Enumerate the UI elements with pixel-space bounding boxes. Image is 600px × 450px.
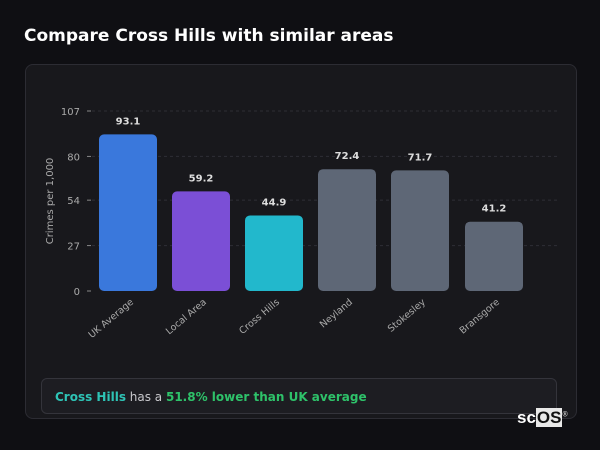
x-tick-label: Stokesley xyxy=(386,297,428,335)
bar-value-label: 59.2 xyxy=(189,173,214,184)
summary-text: has a xyxy=(125,390,166,404)
y-tick-label: 27 xyxy=(67,242,80,253)
x-tick-label: Bransgore xyxy=(458,297,502,337)
comparison-summary: Cross Hills has a 51.8% lower than UK av… xyxy=(41,378,557,414)
page-title: Compare Cross Hills with similar areas xyxy=(24,26,394,46)
bar-value-label: 71.7 xyxy=(408,152,433,163)
bar-neyland xyxy=(318,169,376,291)
x-tick-label: Cross Hills xyxy=(237,297,282,337)
bar-stokesley xyxy=(391,170,449,291)
y-tick-label: 54 xyxy=(67,196,80,207)
bar-value-label: 72.4 xyxy=(335,151,360,162)
comparison-value: 51.8% lower than UK average xyxy=(165,390,367,404)
y-tick-label: 0 xyxy=(74,287,80,298)
x-tick-label: Local Area xyxy=(164,297,209,337)
area-name: Cross Hills xyxy=(55,390,126,404)
bar-local-area xyxy=(172,191,230,291)
x-tick-label: UK Average xyxy=(87,297,136,341)
bar-uk-average xyxy=(99,134,157,291)
scos-logo: scOS® xyxy=(517,408,568,427)
x-tick-label: Neyland xyxy=(318,297,355,331)
y-axis-label: Crimes per 1,000 xyxy=(45,158,56,245)
y-tick-label: 80 xyxy=(67,152,80,163)
bar-value-label: 44.9 xyxy=(262,197,287,208)
bar-bransgore xyxy=(465,221,523,291)
bar-value-label: 41.2 xyxy=(482,204,507,215)
bar-cross-hills xyxy=(245,215,303,291)
bar-value-label: 93.1 xyxy=(116,116,141,127)
y-tick-label: 107 xyxy=(61,107,80,118)
